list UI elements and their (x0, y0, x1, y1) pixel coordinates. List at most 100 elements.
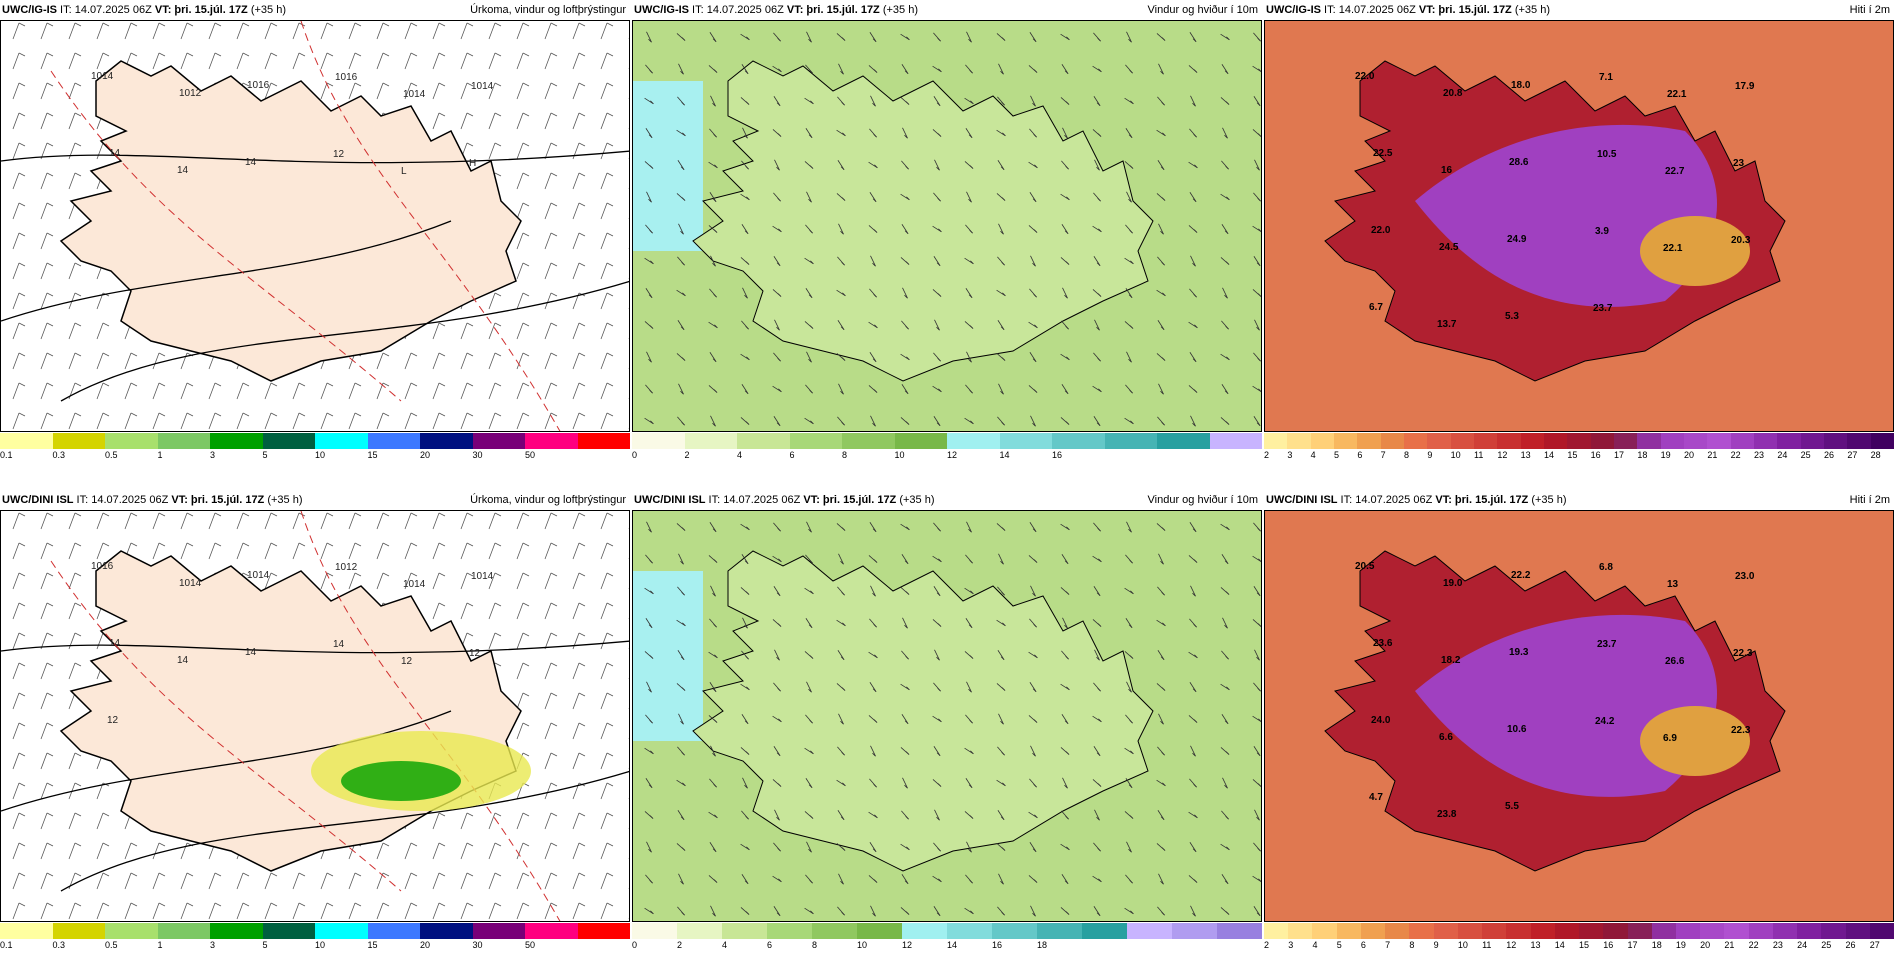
isotherm (300, 21, 561, 431)
wind-arrow (644, 747, 654, 755)
wind-barb (460, 52, 474, 70)
wind-arrow (1029, 682, 1037, 693)
legend-swatch (1336, 923, 1361, 939)
wind-barb (264, 872, 278, 890)
wind-arrow (998, 873, 1004, 885)
wind-barb (208, 52, 222, 70)
wind-barb (628, 887, 629, 889)
wind-arrow (740, 843, 750, 851)
wind-arrow (677, 256, 685, 266)
isoline-label: 14 (109, 638, 121, 649)
wind-barb (572, 542, 586, 560)
wind-barb (516, 202, 530, 220)
wind-barb (236, 512, 250, 530)
wind-arrow (965, 554, 973, 564)
wind-arrow (900, 353, 910, 361)
wind-arrow (1061, 810, 1069, 820)
wind-arrow (1060, 683, 1070, 691)
wind-arrow (1061, 320, 1069, 330)
wind-arrow (1252, 555, 1261, 563)
legend-swatch (1603, 923, 1628, 939)
wind-barb (460, 842, 474, 860)
wind-arrow (1062, 287, 1068, 299)
model-name: UWC/IG-IS (1266, 4, 1321, 16)
legend-tick-label: 50 (525, 450, 536, 460)
valid-label: VT: (1418, 4, 1439, 16)
wind-arrow (742, 617, 748, 629)
wind-barb (460, 572, 474, 590)
wind-arrow (836, 523, 846, 531)
wind-arrow (1125, 384, 1133, 394)
wind-arrow (1092, 65, 1102, 73)
temperature-label: 6.7 (1369, 302, 1383, 313)
forecast-map[interactable]: 20.5 19.0 22.2 6.8 13 23.0 23.6 18.2 19.3 23.7 26.… (1264, 510, 1894, 922)
wind-arrow (1029, 288, 1037, 298)
wind-barb (600, 752, 614, 770)
legend-tick-label: 9 (1427, 450, 1433, 460)
wind-barb (96, 22, 110, 40)
legend-swatch (1473, 433, 1498, 449)
wind-arrow (708, 811, 718, 819)
wind-arrow (1156, 779, 1166, 787)
forecast-map[interactable]: 22.0 20.8 18.0 7.1 22.1 17.9 22.5 16 28.6 10.5 22.… (1264, 20, 1894, 432)
wind-barb (12, 232, 26, 250)
wind-barb (460, 602, 474, 620)
isoline-label: 1014 (471, 571, 494, 582)
wind-arrow (678, 63, 684, 75)
wind-barb (152, 22, 166, 40)
wind-barb (292, 52, 306, 70)
wind-arrow (709, 618, 717, 628)
wind-arrow (773, 682, 781, 692)
wind-barb (40, 662, 54, 680)
wind-arrow (709, 128, 717, 138)
legend-swatch (315, 433, 368, 449)
forecast-map[interactable] (632, 20, 1262, 432)
panel-header: UWC/IG-IS IT: 14.07.2025 06Z VT: þri. 15… (632, 0, 1262, 20)
wind-arrow (868, 161, 878, 169)
wind-barb (96, 872, 110, 890)
wind-arrow (645, 64, 653, 74)
wind-arrow (804, 417, 814, 425)
wind-barb (404, 22, 418, 40)
wind-arrow (837, 256, 845, 266)
legend-swatch (1520, 433, 1544, 449)
forecast-map[interactable]: 1016 1014 1014 1012 1014 1014 14 14 14 14 12 12 12 (0, 510, 630, 922)
wind-barb (628, 527, 629, 529)
color-legend (1264, 433, 1894, 449)
init-time: IT: 14.07.2025 06Z (57, 4, 155, 16)
wind-barb (460, 872, 474, 890)
wind-arrow (678, 873, 684, 885)
legend-tick-label: 0.5 (105, 940, 118, 950)
wind-barb (572, 812, 586, 830)
wind-arrow (900, 843, 910, 851)
lead-time: (+35 h) (247, 4, 286, 16)
wind-arrow (932, 875, 942, 883)
wind-barb (96, 322, 110, 340)
legend-tick-label: 25 (1821, 940, 1832, 950)
forecast-map[interactable] (632, 510, 1262, 922)
legend-swatch (315, 923, 368, 939)
legend-swatch (1104, 433, 1157, 449)
forecast-map[interactable]: 1014 1012 1016 1016 1014 1014 14 14 14 12 L H (0, 20, 630, 432)
wind-barb (628, 427, 629, 429)
wind-arrow (869, 288, 877, 298)
wind-arrow (933, 586, 941, 597)
wind-arrow (1092, 555, 1102, 563)
wind-barb (124, 512, 138, 530)
wind-barb (460, 412, 474, 430)
wind-arrow (1221, 320, 1229, 330)
wind-barb (628, 37, 629, 39)
wind-barb (40, 752, 54, 770)
legend-swatch (632, 923, 677, 939)
wind-arrow (997, 320, 1005, 331)
wind-arrow (933, 256, 941, 267)
wind-arrow (1126, 681, 1132, 693)
temp-warm-core (1415, 124, 1718, 307)
wind-arrow (836, 129, 846, 137)
wind-arrow (1029, 32, 1037, 43)
wind-arrow (740, 353, 750, 361)
panel-precip: UWC/IG-IS IT: 14.07.2025 06Z VT: þri. 15… (0, 0, 630, 470)
wind-arrow (676, 683, 686, 691)
legend-swatch (472, 433, 525, 449)
wind-arrow (773, 842, 781, 852)
